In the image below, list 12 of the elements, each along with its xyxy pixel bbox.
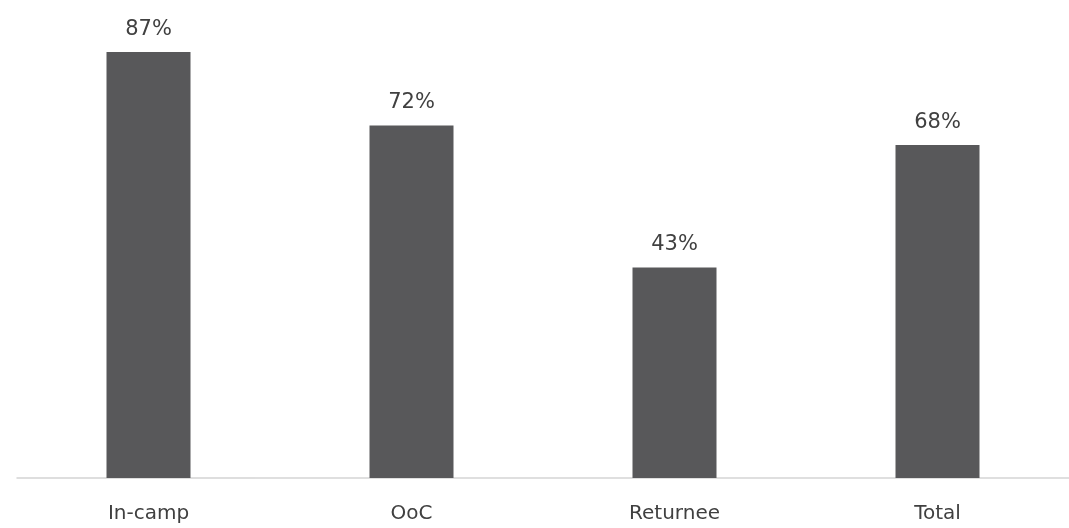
data-label: 68% xyxy=(914,108,961,133)
bar xyxy=(106,52,191,478)
data-label: 72% xyxy=(388,88,435,113)
bar xyxy=(895,145,980,478)
x-tick-label: In-camp xyxy=(107,500,190,524)
data-label: 87% xyxy=(125,15,172,40)
bar xyxy=(369,125,454,478)
x-tick-label: Returnee xyxy=(629,500,720,524)
data-label: 43% xyxy=(651,230,698,255)
bar xyxy=(632,267,717,478)
x-tick-label: Total xyxy=(913,500,961,524)
x-tick-label: OoC xyxy=(390,500,433,524)
